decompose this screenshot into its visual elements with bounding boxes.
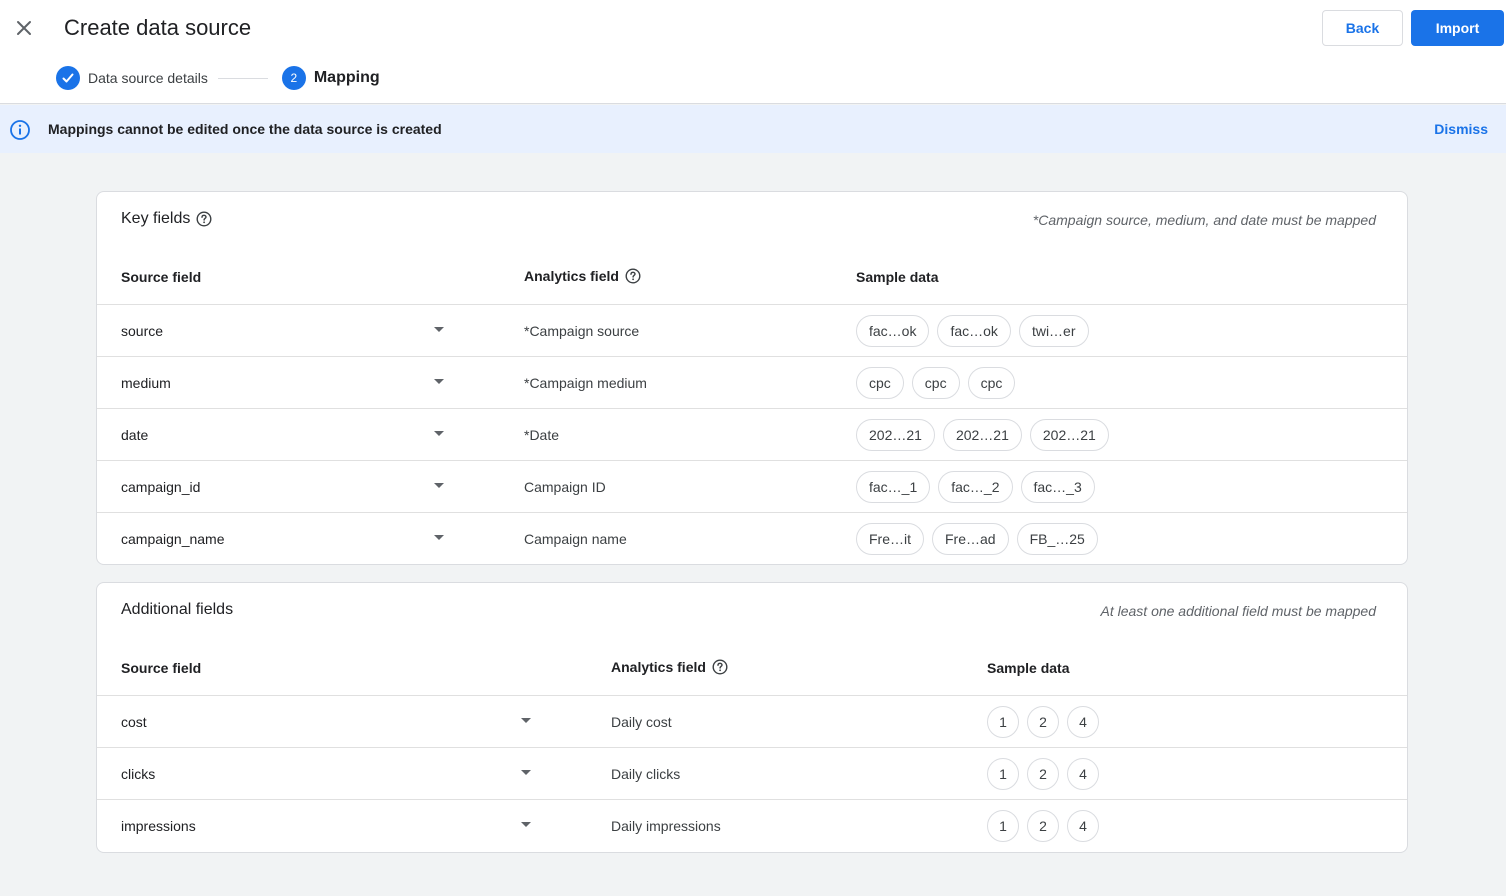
- key-fields-card: Key fields *Campaign source, medium, and…: [96, 191, 1408, 565]
- sample-chip: twi…er: [1018, 315, 1089, 347]
- sample-chip: fac…_1: [856, 471, 931, 503]
- sample-chips: 1 2 4: [987, 706, 1099, 738]
- dropdown-arrow-icon[interactable]: [521, 822, 531, 827]
- source-field-select[interactable]: clicks: [121, 765, 156, 782]
- table-row: campaign_id Campaign ID fac…_1 fac…_2 fa…: [97, 460, 1407, 512]
- stepper: Data source details 2 Mapping: [56, 66, 380, 90]
- sample-chips: fac…ok fac…ok twi…er: [856, 315, 1089, 347]
- sample-chip: fac…_3: [1020, 471, 1095, 503]
- sample-chip: 1: [987, 706, 1019, 738]
- analytics-field-header-label: Analytics field: [524, 268, 619, 284]
- sample-chip: 202…21: [942, 419, 1022, 451]
- sample-chips: cpc cpc cpc: [856, 367, 1016, 399]
- analytics-field: Daily cost: [611, 713, 672, 730]
- sample-chip: FB_…25: [1016, 523, 1098, 555]
- sample-chip: fac…ok: [856, 315, 930, 347]
- sample-chip: Fre…ad: [932, 523, 1009, 555]
- table-row: cost Daily cost 1 2 4: [97, 695, 1407, 747]
- close-icon[interactable]: [10, 14, 38, 42]
- dropdown-arrow-icon[interactable]: [434, 327, 444, 332]
- sample-chip: 4: [1067, 706, 1099, 738]
- help-icon[interactable]: [625, 268, 641, 284]
- analytics-field: Daily impressions: [611, 817, 721, 834]
- dropdown-arrow-icon[interactable]: [434, 431, 444, 436]
- import-button[interactable]: Import: [1411, 10, 1504, 46]
- sample-chip: cpc: [911, 367, 960, 399]
- table-row: medium *Campaign medium cpc cpc cpc: [97, 356, 1407, 408]
- sample-chips: 1 2 4: [987, 810, 1099, 842]
- additional-fields-card: Additional fields At least one additiona…: [96, 582, 1408, 853]
- table-row: date *Date 202…21 202…21 202…21: [97, 408, 1407, 460]
- source-field-select[interactable]: medium: [121, 374, 171, 391]
- sample-chip: 2: [1027, 810, 1059, 842]
- source-field-select[interactable]: campaign_name: [121, 530, 225, 547]
- back-button[interactable]: Back: [1322, 10, 1403, 46]
- analytics-field-header-label: Analytics field: [611, 659, 706, 675]
- sample-chip: cpc: [967, 367, 1016, 399]
- source-field-select[interactable]: source: [121, 322, 164, 339]
- page-title: Create data source: [64, 15, 252, 40]
- sample-chip: cpc: [856, 367, 904, 399]
- info-icon: [10, 120, 30, 140]
- dropdown-arrow-icon[interactable]: [434, 483, 444, 488]
- source-field-select[interactable]: impressions: [121, 817, 196, 834]
- analytics-field: *Date: [524, 426, 560, 443]
- key-fields-heading: Key fields: [121, 210, 191, 227]
- column-header-source-field: Source field: [121, 660, 202, 676]
- top-bar: Create data source Back Import Data sour…: [0, 0, 1506, 104]
- dropdown-arrow-icon[interactable]: [434, 535, 444, 540]
- table-row: clicks Daily clicks 1 2 4: [97, 747, 1407, 799]
- table-row: campaign_name Campaign name Fre…it Fre…a…: [97, 512, 1407, 564]
- step-mapping: Mapping: [313, 69, 380, 86]
- analytics-field: Campaign ID: [524, 478, 606, 495]
- key-fields-note: *Campaign source, medium, and date must …: [1032, 212, 1376, 228]
- sample-chip: 4: [1067, 758, 1099, 790]
- analytics-field: *Campaign medium: [524, 374, 647, 391]
- sample-chip: 1: [987, 758, 1019, 790]
- sample-chips: fac…_1 fac…_2 fac…_3: [856, 471, 1095, 503]
- column-header-source-field: Source field: [121, 269, 202, 285]
- sample-chips: Fre…it Fre…ad FB_…25: [856, 523, 1098, 555]
- column-header-analytics-field: Analytics field: [611, 659, 728, 675]
- checkmark-icon: [56, 66, 80, 90]
- additional-fields-note: At least one additional field must be ma…: [1100, 603, 1376, 619]
- sample-chip: 202…21: [1029, 419, 1109, 451]
- sample-chip: 2: [1027, 758, 1059, 790]
- info-banner: Mappings cannot be edited once the data …: [0, 105, 1506, 153]
- sample-chip: 2: [1027, 706, 1059, 738]
- additional-fields-title: Additional fields: [121, 601, 234, 618]
- source-field-select[interactable]: campaign_id: [121, 478, 201, 495]
- source-field-select[interactable]: cost: [121, 713, 147, 730]
- sample-chips: 202…21 202…21 202…21: [856, 419, 1109, 451]
- analytics-field: Campaign name: [524, 530, 627, 547]
- dropdown-arrow-icon[interactable]: [521, 718, 531, 723]
- help-icon[interactable]: [196, 211, 212, 227]
- table-row: impressions Daily impressions 1 2 4: [97, 799, 1407, 851]
- dropdown-arrow-icon[interactable]: [434, 379, 444, 384]
- sample-chip: 4: [1067, 810, 1099, 842]
- banner-message: Mappings cannot be edited once the data …: [48, 121, 442, 137]
- dismiss-button[interactable]: Dismiss: [1434, 121, 1488, 137]
- sample-chips: 1 2 4: [987, 758, 1099, 790]
- key-fields-title: Key fields: [121, 210, 212, 228]
- column-header-sample-data: Sample data: [987, 660, 1070, 676]
- step-data-source-details[interactable]: Data source details: [88, 70, 208, 86]
- dropdown-arrow-icon[interactable]: [521, 770, 531, 775]
- sample-chip: fac…ok: [937, 315, 1011, 347]
- source-field-select[interactable]: date: [121, 426, 149, 443]
- analytics-field: *Campaign source: [524, 322, 640, 339]
- sample-chip: 202…21: [856, 419, 935, 451]
- table-row: source *Campaign source fac…ok fac…ok tw…: [97, 304, 1407, 356]
- column-header-analytics-field: Analytics field: [524, 268, 641, 284]
- analytics-field: Daily clicks: [611, 765, 681, 782]
- step-divider: [217, 77, 268, 79]
- sample-chip: 1: [987, 810, 1019, 842]
- sample-chip: Fre…it: [856, 523, 924, 555]
- step-number-badge: 2: [281, 66, 306, 90]
- column-header-sample-data: Sample data: [856, 269, 939, 285]
- sample-chip: fac…_2: [938, 471, 1013, 503]
- help-icon[interactable]: [712, 659, 728, 675]
